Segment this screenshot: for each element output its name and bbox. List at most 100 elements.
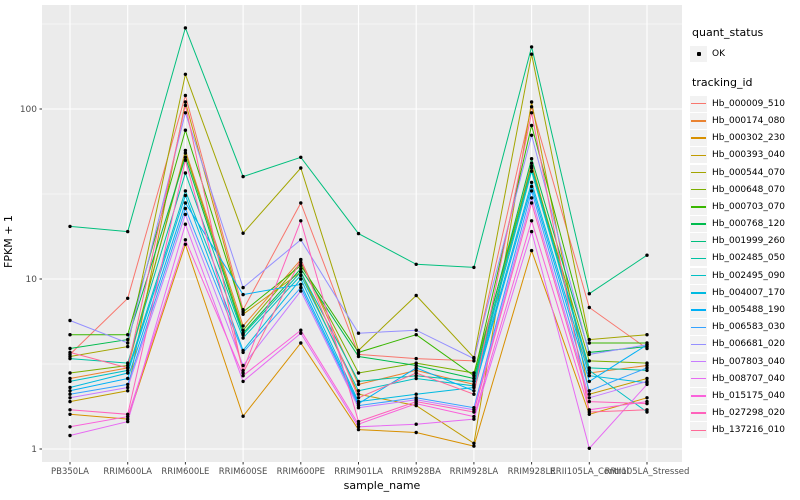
data-point xyxy=(472,356,476,361)
data-point xyxy=(414,293,418,298)
legend-item-tracking-id: Hb_000703_070 xyxy=(690,198,800,215)
data-point xyxy=(587,366,591,370)
line-swatch-icon xyxy=(691,360,706,363)
legend-item-label: Hb_002495_090 xyxy=(712,270,786,281)
y-tick-label: 10 xyxy=(26,275,38,285)
data-point xyxy=(68,376,72,381)
data-point xyxy=(299,155,303,159)
line-swatch-icon xyxy=(691,412,706,414)
data-point xyxy=(68,396,72,400)
legend-key-swatch xyxy=(690,336,707,353)
legend-item-label: Hb_006583_030 xyxy=(712,322,786,333)
legend-item-tracking-id: Hb_004007_170 xyxy=(690,284,800,301)
data-point xyxy=(472,417,476,421)
data-point xyxy=(241,174,245,179)
legend-item-tracking-id: Hb_006681_020 xyxy=(690,336,800,353)
data-point xyxy=(414,328,418,332)
data-point xyxy=(68,379,72,384)
data-point xyxy=(126,382,130,387)
data-point xyxy=(299,341,303,345)
legend-item-label: Hb_001999_260 xyxy=(712,236,786,247)
x-tick-label: RRIM600PE xyxy=(277,467,325,477)
x-tick-label: RRIM901LA xyxy=(334,467,383,477)
data-point xyxy=(356,419,361,424)
point-icon xyxy=(696,51,701,56)
data-point xyxy=(645,363,649,368)
data-point xyxy=(587,392,591,396)
legend-item-label: Hb_000544_070 xyxy=(712,167,786,178)
data-point xyxy=(414,430,418,435)
data-point xyxy=(299,263,303,268)
legend-key-swatch xyxy=(690,130,707,147)
data-point xyxy=(299,270,303,274)
x-tick-label: RRIM600SE xyxy=(219,467,268,477)
data-point xyxy=(587,389,591,393)
data-point xyxy=(126,412,130,416)
legend-key-swatch xyxy=(690,387,707,404)
data-point xyxy=(183,206,188,211)
legend-key-swatch xyxy=(690,302,707,319)
legend-item-label: Hb_002485_050 xyxy=(712,253,786,264)
x-axis-tick-labels: PB350LA RRIM600LA RRIM600LE RRIM600SE RRIM60… xyxy=(51,467,689,477)
legend-item-quant-status: OK xyxy=(690,45,800,62)
data-point xyxy=(356,331,361,335)
data-point xyxy=(299,273,303,278)
data-point xyxy=(529,105,534,109)
data-point xyxy=(529,133,534,137)
data-point xyxy=(299,267,303,271)
data-point xyxy=(241,310,245,314)
legend-key-swatch xyxy=(690,319,707,336)
data-point xyxy=(529,161,534,165)
data-point xyxy=(241,336,245,340)
data-point xyxy=(241,285,245,290)
data-point xyxy=(126,385,130,390)
data-point xyxy=(645,382,649,387)
data-point xyxy=(183,111,188,115)
data-point xyxy=(241,292,245,297)
data-point xyxy=(183,148,188,153)
legend-item-label: Hb_006681_020 xyxy=(712,339,786,350)
data-point xyxy=(126,376,130,381)
data-point xyxy=(472,414,476,419)
line-swatch-icon xyxy=(691,395,706,397)
data-point xyxy=(356,231,361,236)
data-point xyxy=(183,238,188,242)
data-point xyxy=(472,441,476,445)
data-point xyxy=(472,385,476,390)
data-point xyxy=(414,368,418,373)
data-point xyxy=(587,374,591,378)
data-point xyxy=(356,396,361,400)
data-point xyxy=(241,328,245,332)
legend-item-label: Hb_000393_040 xyxy=(712,150,786,161)
data-point xyxy=(529,201,534,205)
line-swatch-icon xyxy=(691,103,706,105)
data-point xyxy=(529,45,534,49)
data-point xyxy=(645,343,649,347)
data-point xyxy=(414,363,418,368)
y-axis-tick-labels: 1 10 100 xyxy=(20,105,37,455)
data-point xyxy=(183,72,188,77)
data-points xyxy=(68,26,649,450)
data-point xyxy=(414,374,418,378)
data-point xyxy=(356,392,361,396)
data-point xyxy=(472,379,476,384)
data-point xyxy=(645,361,649,365)
legend-tracking-id-items: Hb_000009_510 Hb_000174_080 Hb_000302_230 H… xyxy=(690,95,800,439)
legend-key-swatch xyxy=(690,284,707,301)
data-point xyxy=(68,425,72,429)
data-point xyxy=(126,296,130,300)
data-point xyxy=(529,169,534,173)
x-axis-title: sample_name xyxy=(344,479,421,492)
data-point xyxy=(68,346,72,351)
data-point xyxy=(356,379,361,384)
data-point xyxy=(299,201,303,205)
data-point xyxy=(414,392,418,396)
line-swatch-icon xyxy=(691,378,706,380)
data-point xyxy=(414,262,418,266)
legend-key-swatch xyxy=(690,422,707,439)
data-point xyxy=(587,396,591,400)
x-tick-label: RRII105LA_Control xyxy=(550,467,629,477)
data-point xyxy=(183,201,188,205)
data-point xyxy=(126,361,130,365)
